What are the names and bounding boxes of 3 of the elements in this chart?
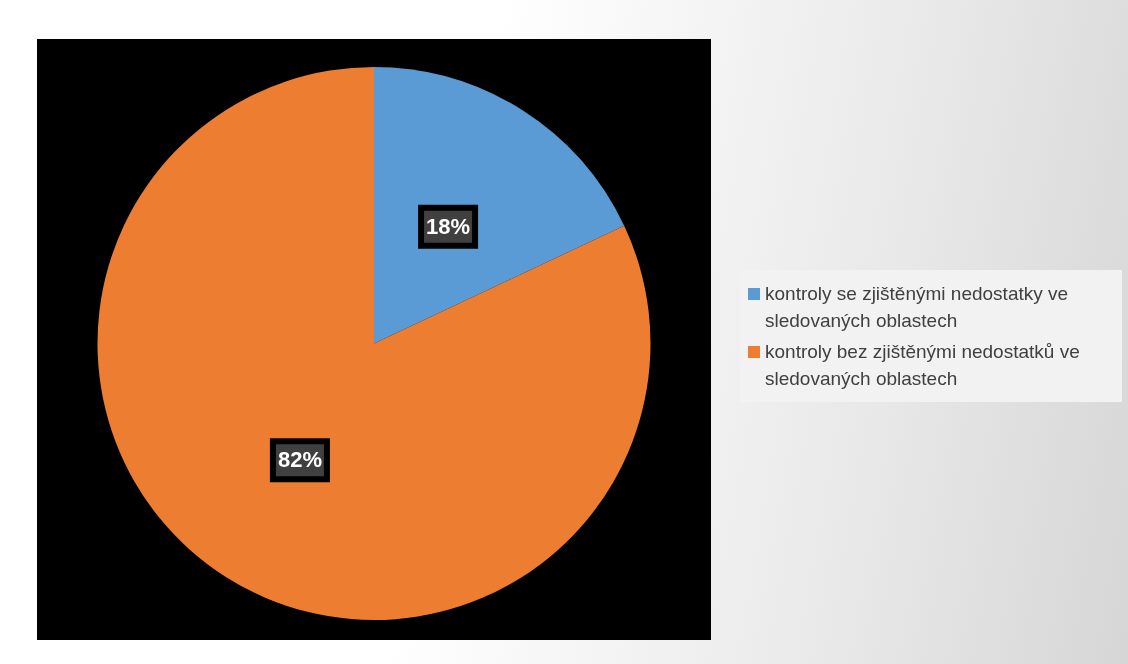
legend-label: kontroly bez zjištěnými nedostatků ve sledovaných oblastech [765,340,1081,391]
data-label: 82% [277,447,322,473]
data-label: 18% [426,213,471,239]
